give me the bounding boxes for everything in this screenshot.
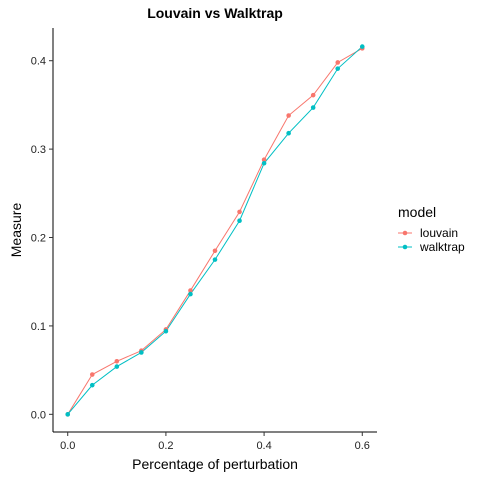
point-walktrap bbox=[237, 218, 242, 224]
point-louvain bbox=[188, 288, 193, 293]
point-walktrap bbox=[65, 412, 71, 417]
point-walktrap bbox=[335, 66, 341, 71]
y-tick-label: 0.1 bbox=[31, 321, 46, 333]
y-tick-label: 0.0 bbox=[31, 409, 46, 421]
point-louvain bbox=[310, 92, 316, 98]
point-walktrap bbox=[261, 160, 267, 166]
legend-key-point bbox=[402, 230, 408, 236]
point-walktrap bbox=[212, 257, 218, 262]
chart-title: Louvain vs Walktrap bbox=[147, 5, 283, 21]
point-walktrap bbox=[310, 105, 316, 110]
point-walktrap bbox=[163, 328, 169, 334]
y-axis-title: Measure bbox=[8, 203, 24, 258]
x-tick-label: 0.2 bbox=[158, 440, 173, 452]
point-walktrap bbox=[139, 350, 144, 355]
point-louvain bbox=[237, 209, 242, 215]
point-louvain bbox=[261, 157, 267, 163]
axes: 0.0 0.1 0.2 0.3 0.4 0.0 0.2 0.4 0.6 bbox=[31, 28, 377, 452]
x-tick-label: 0.0 bbox=[60, 440, 75, 452]
point-louvain bbox=[114, 358, 120, 364]
point-walktrap bbox=[188, 291, 193, 297]
y-tick-label: 0.2 bbox=[31, 233, 46, 245]
point-walktrap bbox=[89, 382, 95, 388]
legend-label-louvain: louvain bbox=[420, 226, 458, 240]
point-louvain bbox=[335, 60, 341, 65]
point-louvain bbox=[286, 113, 291, 118]
legend-key-point bbox=[402, 244, 408, 250]
point-louvain bbox=[212, 248, 218, 254]
y-tick-label: 0.3 bbox=[31, 144, 46, 156]
series-line-walktrap bbox=[67, 46, 363, 415]
x-tick-label: 0.4 bbox=[256, 440, 271, 452]
point-walktrap bbox=[114, 364, 120, 369]
y-tick-label: 0.4 bbox=[31, 56, 46, 68]
legend-label-walktrap: walktrap bbox=[419, 240, 465, 254]
x-tick-label: 0.6 bbox=[355, 440, 370, 452]
series-layer bbox=[65, 44, 365, 417]
point-louvain bbox=[89, 372, 95, 377]
point-walktrap bbox=[359, 44, 365, 49]
x-axis-title: Percentage of perturbation bbox=[132, 456, 298, 472]
series-line-louvain bbox=[67, 47, 363, 415]
point-walktrap bbox=[286, 130, 291, 136]
legend-title: model bbox=[398, 204, 436, 220]
